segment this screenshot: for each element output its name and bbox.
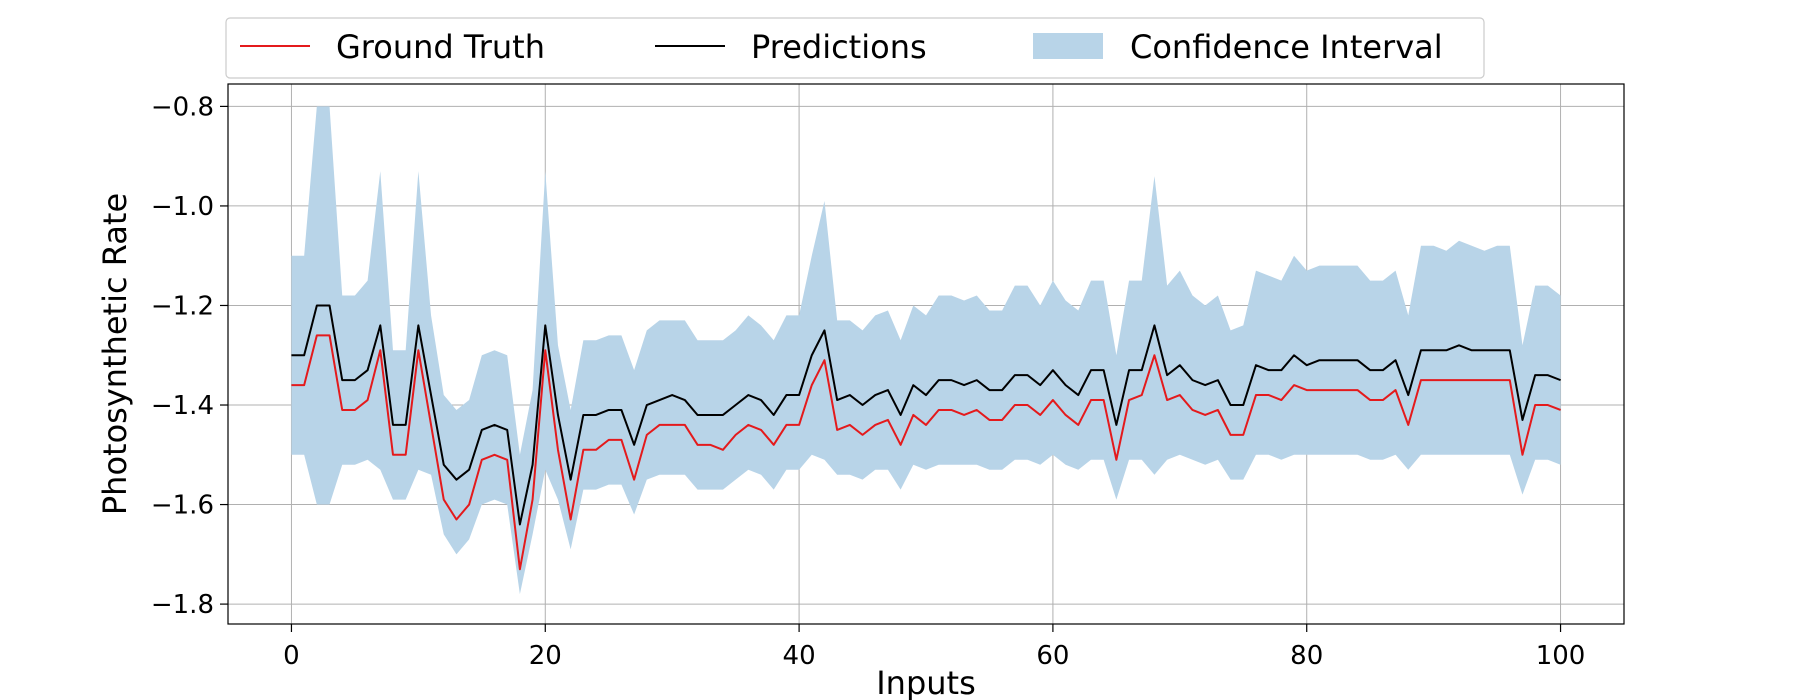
y-tick-label: −1.2 <box>151 291 214 321</box>
legend-label-predictions: Predictions <box>751 28 927 66</box>
plot-frame <box>227 83 1625 625</box>
y-tick-label: −1.0 <box>151 192 214 222</box>
predictions-line <box>291 304 1561 526</box>
x-tick-label: 20 <box>529 641 562 671</box>
x-tick-label: 40 <box>783 641 816 671</box>
x-tick-label: 80 <box>1290 641 1323 671</box>
y-tick-label: −1.8 <box>151 590 214 620</box>
confidence-interval-band <box>291 106 1561 595</box>
legend-box <box>225 17 1485 79</box>
legend-label-confidence-interval: Confidence Interval <box>1130 28 1443 66</box>
ground-truth-line <box>291 334 1561 571</box>
x-tick-label: 100 <box>1536 641 1586 671</box>
x-tick-label: 0 <box>283 641 300 671</box>
axis-ticks: 0 20 40 60 80 100 −0.8 −1.0 −1.2 −1.4 −1.6 −1.8 <box>151 92 1586 671</box>
x-tick-label: 60 <box>1036 641 1069 671</box>
y-tick-label: −1.6 <box>151 491 214 521</box>
series-lines-layer <box>291 304 1561 571</box>
y-tick-label: −1.4 <box>151 391 214 421</box>
legend-label-ground-truth: Ground Truth <box>336 28 545 66</box>
legend-swatch-confidence-interval <box>1033 33 1103 59</box>
x-axis-label: Inputs <box>876 664 976 700</box>
y-tick-label: −0.8 <box>151 92 214 122</box>
confidence-band-layer <box>291 106 1561 595</box>
legend: Ground Truth Predictions Confidence Inte… <box>225 17 1485 79</box>
y-axis-label: Photosynthetic Rate <box>96 193 134 515</box>
